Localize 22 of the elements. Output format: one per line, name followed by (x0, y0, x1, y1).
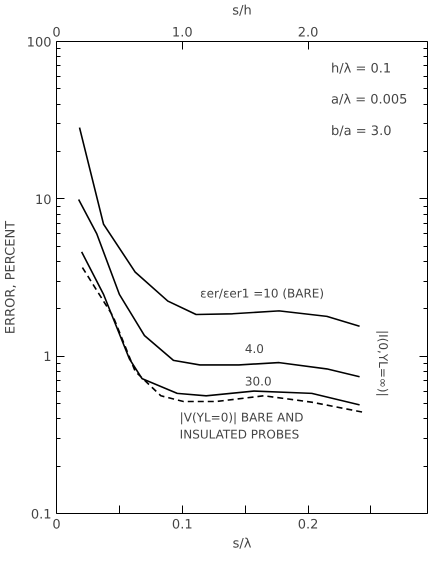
annotation: h/λ = 0.1 (331, 61, 392, 76)
annotation: 4.0 (244, 342, 264, 356)
annotation: 30.0 (244, 374, 272, 388)
x-tick-label: 0.2 (298, 518, 318, 532)
x2-tick-label: 1.0 (172, 26, 193, 40)
y-tick-label: 10 (34, 192, 52, 208)
y-tick-label: 100 (26, 36, 52, 50)
annotation: a/λ = 0.005 (331, 92, 408, 108)
x2-tick-label: 2.0 (298, 26, 318, 40)
annotation: |V(YL=0)| BARE AND INSULATED PROBES (180, 410, 304, 442)
y-tick-label: 1 (43, 350, 52, 366)
y-axis-title: ERROR, PERCENT (4, 220, 19, 334)
x2-axis-title: s/h (232, 4, 252, 18)
line-series (78, 198, 360, 378)
x2-tick-label: 0 (52, 26, 61, 40)
x-tick-label: 0.1 (172, 518, 193, 532)
annotation: εer/εer1 =10 (BARE) (200, 286, 324, 300)
annotation: |I(0,YL=∞)| (376, 330, 390, 397)
x-tick-label: 0 (52, 518, 61, 532)
x-axis-title: s/λ (232, 536, 252, 552)
annotation: b/a = 3.0 (331, 124, 392, 140)
y-tick-label: 0.1 (30, 508, 52, 522)
